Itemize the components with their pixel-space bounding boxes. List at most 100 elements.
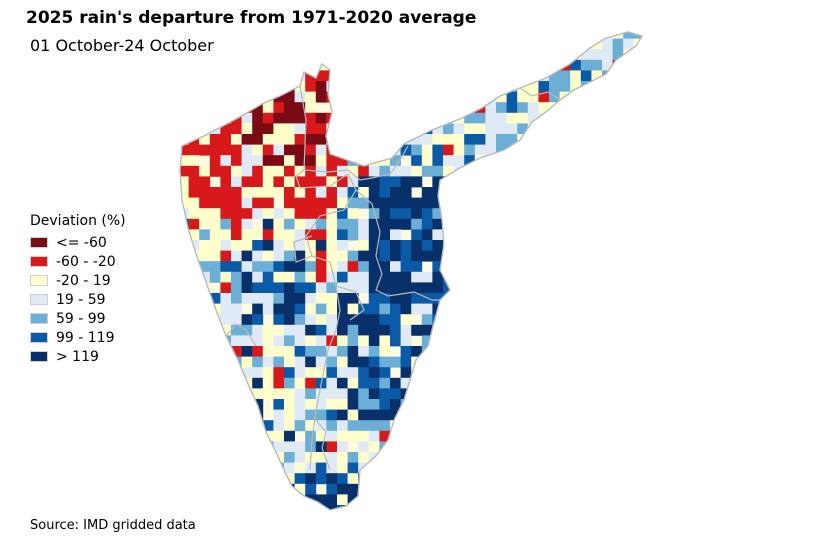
grid-cell: [305, 346, 317, 357]
grid-cell: [570, 32, 582, 39]
grid-cell: [644, 240, 655, 251]
grid-cell: [421, 473, 433, 485]
grid-cell: [347, 187, 359, 198]
grid-cell: [570, 409, 582, 421]
state-boundary-line: [315, 419, 331, 471]
grid-cell: [326, 367, 338, 379]
grid-cell: [358, 452, 370, 463]
grid-cell: [273, 81, 285, 92]
grid-cell: [358, 176, 370, 188]
grid-cell: [241, 240, 253, 251]
grid-cell: [570, 271, 582, 283]
grid-cell: [199, 102, 211, 114]
grid-cell: [231, 388, 242, 400]
grid-cell: [379, 420, 391, 432]
grid-cell: [294, 197, 306, 209]
grid-cell: [390, 483, 401, 495]
legend-swatch: [30, 237, 48, 248]
grid-cell: [252, 388, 264, 400]
grid-cell: [347, 208, 359, 220]
grid-cell: [623, 388, 635, 400]
grid-cell: [570, 144, 582, 156]
grid-cell: [241, 112, 253, 124]
grid-cell: [644, 208, 655, 219]
grid-cell: [591, 229, 603, 241]
grid-cell: [390, 494, 401, 506]
grid-cell: [294, 176, 306, 188]
grid-cell: [474, 335, 486, 347]
grid-cell: [315, 452, 327, 463]
grid-cell: [517, 91, 529, 103]
grid-cell: [188, 134, 200, 145]
grid-cell: [262, 271, 274, 283]
grid-cell: [305, 32, 317, 39]
grid-cell: [241, 208, 253, 220]
grid-cell: [337, 462, 348, 474]
legend-title: Deviation (%): [30, 213, 126, 229]
grid-cell: [379, 335, 391, 347]
grid-cell: [623, 314, 635, 326]
grid-cell: [231, 176, 242, 188]
grid-cell: [591, 473, 603, 485]
grid-cell: [273, 377, 285, 389]
grid-cell: [199, 293, 211, 304]
grid-cell: [188, 229, 200, 241]
grid-cell: [633, 324, 642, 336]
grid-cell: [379, 49, 391, 61]
grid-cell: [421, 70, 433, 82]
grid-cell: [517, 218, 529, 230]
grid-cell: [453, 271, 465, 283]
grid-cell: [612, 420, 624, 432]
grid-cell: [209, 430, 221, 442]
grid-cell: [231, 282, 242, 294]
grid-cell: [326, 293, 338, 304]
grid-cell: [390, 49, 401, 61]
grid-cell: [284, 208, 295, 220]
grid-cell: [453, 473, 465, 485]
grid-cell: [231, 59, 242, 71]
grid-cell: [358, 377, 370, 389]
grid-cell: [538, 293, 550, 304]
grid-cell: [612, 144, 624, 156]
grid-cell: [231, 303, 242, 315]
grid-cell: [326, 505, 338, 510]
grid-cell: [411, 473, 423, 485]
grid-cell: [252, 462, 264, 474]
grid-cell: [368, 176, 380, 188]
grid-cell: [400, 505, 412, 510]
grid-cell: [453, 335, 465, 347]
grid-cell: [262, 70, 274, 82]
grid-cell: [485, 261, 497, 273]
grid-cell: [358, 123, 370, 135]
grid-cell: [294, 155, 306, 167]
grid-cell: [231, 197, 242, 209]
grid-cell: [180, 409, 189, 421]
grid-cell: [591, 346, 603, 357]
grid-cell: [368, 473, 380, 485]
grid-cell: [347, 377, 359, 389]
grid-cell: [199, 240, 211, 251]
grid-cell: [199, 505, 211, 510]
grid-cell: [453, 144, 465, 156]
grid-cell: [400, 462, 412, 474]
grid-cell: [315, 494, 327, 506]
grid-cell: [188, 91, 200, 103]
grid-cell: [220, 293, 232, 304]
grid-cell: [209, 346, 221, 357]
grid-cell: [305, 102, 317, 114]
grid-cell: [180, 187, 189, 198]
grid-cell: [496, 494, 507, 506]
grid-cell: [559, 38, 571, 50]
grid-cell: [368, 324, 380, 336]
grid-cell: [188, 377, 200, 389]
grid-cell: [623, 462, 635, 474]
grid-cell: [284, 218, 295, 230]
grid-cell: [559, 483, 571, 495]
grid-cell: [485, 70, 497, 82]
grid-cell: [580, 250, 592, 262]
grid-cell: [485, 134, 497, 145]
grid-cell: [485, 155, 497, 167]
grid-cell: [231, 102, 242, 114]
grid-cell: [231, 505, 242, 510]
grid-cell: [580, 229, 592, 241]
